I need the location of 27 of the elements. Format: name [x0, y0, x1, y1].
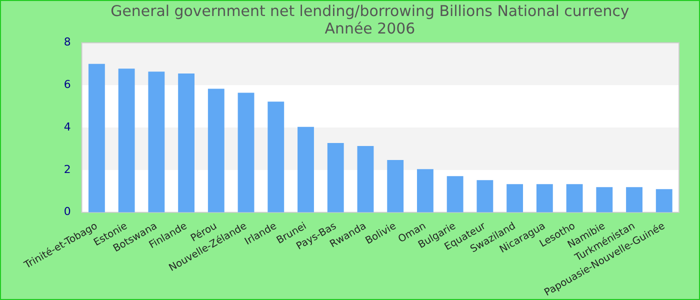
y-tick-label: 6	[64, 78, 71, 91]
y-tick-label: 4	[64, 120, 71, 134]
bar	[536, 184, 553, 212]
bar	[208, 88, 224, 212]
y-tick-label: 0	[64, 205, 71, 218]
chart-title: General government net lending/borrowing Billions National currency	[110, 2, 630, 20]
bar	[626, 187, 642, 212]
bar	[656, 189, 672, 212]
bar	[238, 92, 254, 212]
bar	[118, 68, 135, 212]
bar	[327, 143, 344, 212]
bar	[148, 72, 165, 212]
bar	[178, 73, 195, 212]
bar	[298, 126, 314, 212]
bar	[88, 64, 105, 212]
chart-subtitle: Année 2006	[324, 20, 416, 38]
bar	[416, 169, 434, 212]
bar	[476, 180, 494, 212]
bar	[596, 187, 613, 212]
bar	[387, 160, 404, 212]
y-tick-label: 2	[64, 162, 71, 176]
bar	[566, 184, 583, 212]
bar	[446, 176, 464, 212]
bar	[268, 102, 284, 212]
bar	[357, 146, 374, 212]
bar	[506, 184, 524, 212]
y-tick-label: 8	[64, 36, 71, 49]
